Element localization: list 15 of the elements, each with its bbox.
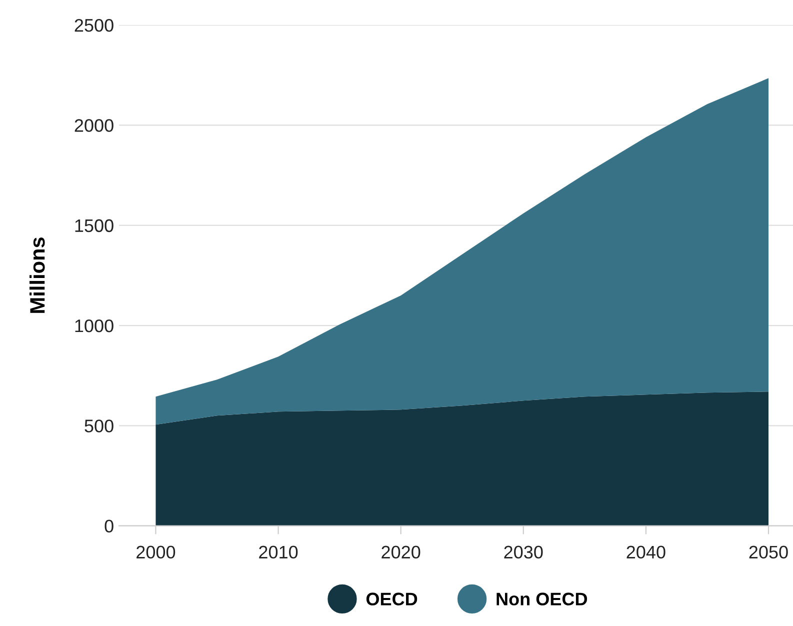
x-tick-label: 2000 <box>136 546 176 559</box>
y-tick-label: 1000 <box>75 319 114 332</box>
x-tick-label: 2030 <box>504 546 543 559</box>
x-tick-label: 2020 <box>382 546 420 559</box>
x-tick-label: 2050 <box>749 546 788 559</box>
y-tick-label: 500 <box>84 420 114 432</box>
legend-label: Non OECD <box>496 592 588 606</box>
y-tick-label: 2000 <box>74 119 114 132</box>
y-tick-label: 1500 <box>75 219 114 232</box>
x-tick-label: 2040 <box>626 546 666 559</box>
y-axis-title: Millions <box>30 238 45 313</box>
y-tick-label: 0 <box>104 520 114 533</box>
legend-label: OECD <box>366 592 418 606</box>
y-tick-label: 2500 <box>74 18 114 32</box>
x-tick-label: 2010 <box>259 546 298 559</box>
